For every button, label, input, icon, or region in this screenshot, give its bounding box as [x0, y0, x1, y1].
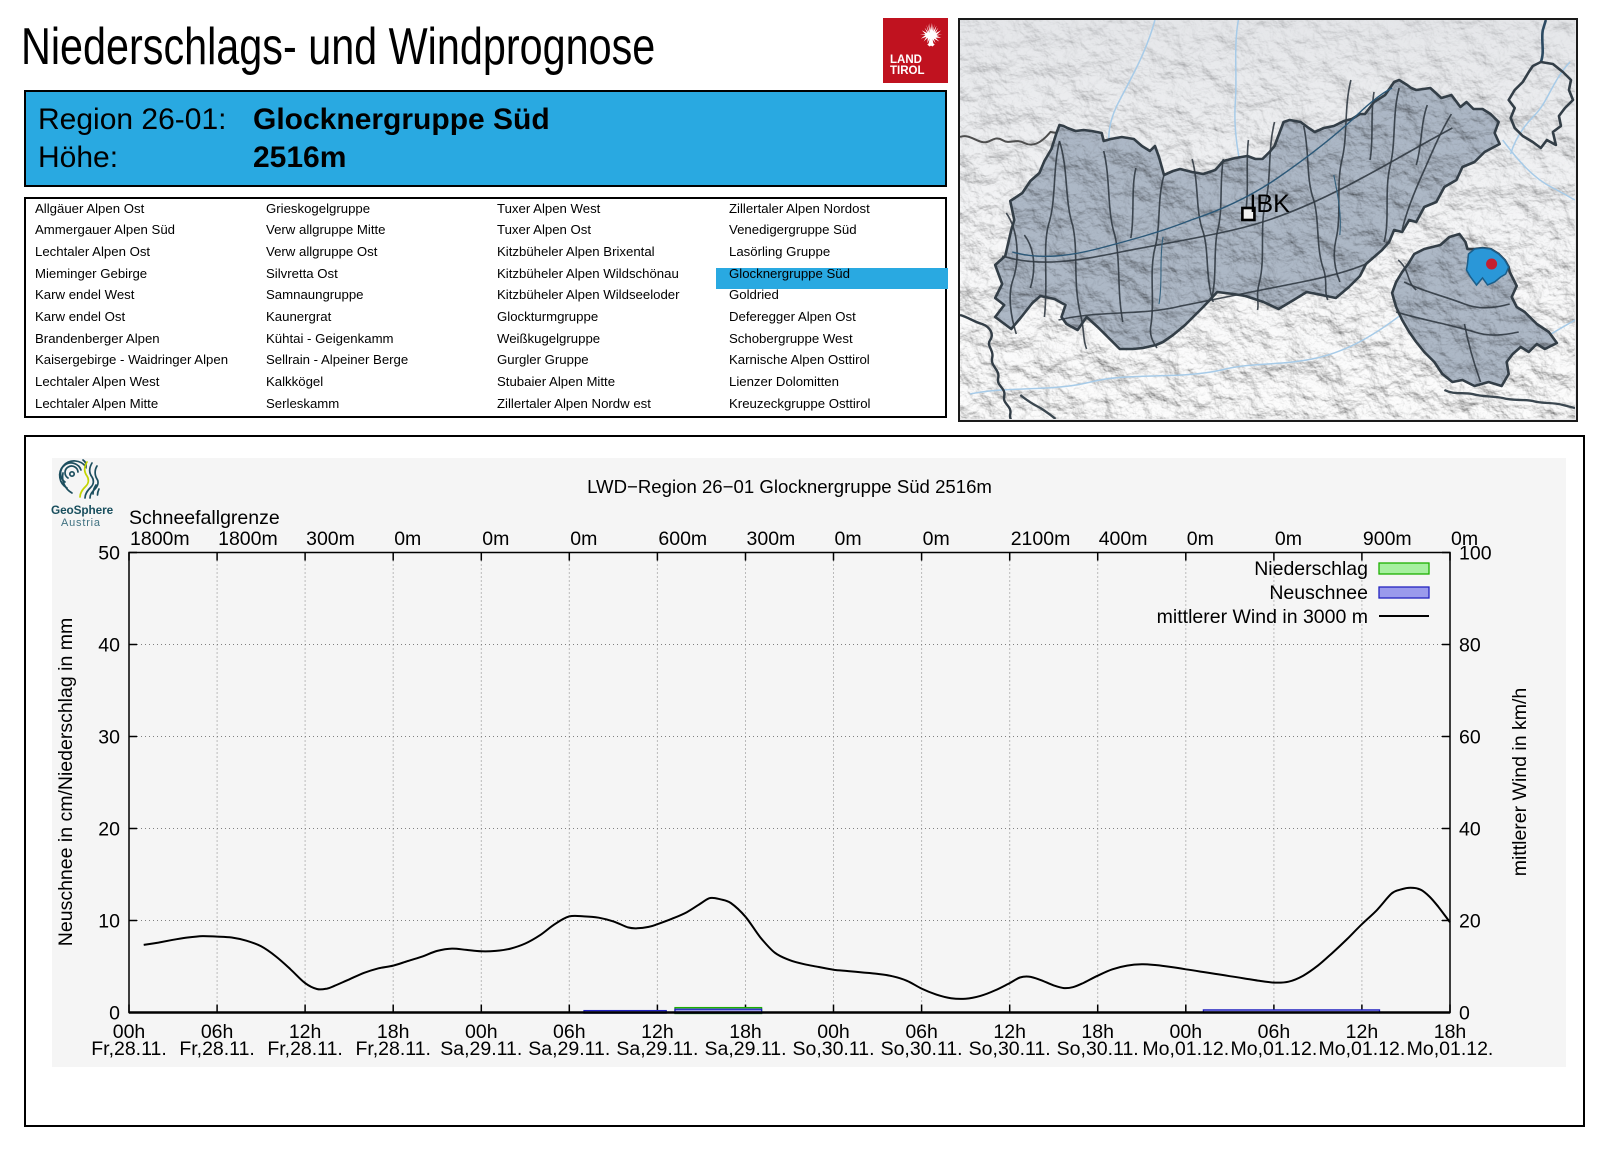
svg-text:So,30.11.: So,30.11.	[969, 1038, 1051, 1060]
svg-text:40: 40	[98, 635, 120, 657]
svg-text:Fr,28.11.: Fr,28.11.	[91, 1038, 167, 1060]
svg-text:00h: 00h	[113, 1021, 146, 1043]
svg-text:Fr,28.11.: Fr,28.11.	[179, 1038, 255, 1060]
svg-text:10: 10	[98, 911, 120, 933]
svg-text:Niederschlag: Niederschlag	[1254, 558, 1368, 580]
svg-text:06h: 06h	[905, 1021, 938, 1043]
svg-text:mittlerer Wind in km/h: mittlerer Wind in km/h	[1509, 688, 1531, 877]
svg-text:0m: 0m	[570, 528, 597, 550]
svg-text:0m: 0m	[1451, 528, 1478, 550]
svg-text:Fr,28.11.: Fr,28.11.	[267, 1038, 343, 1060]
svg-text:Austria: Austria	[61, 517, 101, 529]
svg-text:80: 80	[1459, 635, 1481, 657]
svg-text:30: 30	[98, 727, 120, 749]
svg-text:06h: 06h	[201, 1021, 234, 1043]
svg-text:Mo,01.12.: Mo,01.12.	[1319, 1038, 1406, 1060]
svg-text:Sa,29.11.: Sa,29.11.	[616, 1038, 698, 1060]
svg-text:IBK: IBK	[1249, 190, 1290, 218]
svg-text:00h: 00h	[817, 1021, 850, 1043]
svg-text:300m: 300m	[747, 528, 796, 550]
svg-text:2100m: 2100m	[1011, 528, 1071, 550]
svg-text:So,30.11.: So,30.11.	[792, 1038, 874, 1060]
svg-text:00h: 00h	[465, 1021, 498, 1043]
svg-text:Neuschnee in cm/Niederschlag i: Neuschnee in cm/Niederschlag in mm	[55, 618, 77, 946]
svg-text:Mo,01.12.: Mo,01.12.	[1142, 1038, 1229, 1060]
svg-text:Schneefallgrenze: Schneefallgrenze	[129, 507, 280, 529]
svg-text:0m: 0m	[1187, 528, 1214, 550]
svg-text:Fr,28.11.: Fr,28.11.	[355, 1038, 431, 1060]
svg-text:12h: 12h	[993, 1021, 1026, 1043]
svg-text:18h: 18h	[729, 1021, 762, 1043]
svg-text:0m: 0m	[1275, 528, 1302, 550]
svg-text:0m: 0m	[394, 528, 421, 550]
svg-text:50: 50	[98, 543, 120, 565]
svg-text:12h: 12h	[641, 1021, 674, 1043]
svg-text:600m: 600m	[658, 528, 707, 550]
svg-text:12h: 12h	[289, 1021, 322, 1043]
svg-text:So,30.11.: So,30.11.	[1057, 1038, 1139, 1060]
svg-text:1800m: 1800m	[130, 528, 190, 550]
svg-text:0: 0	[1459, 1003, 1470, 1025]
svg-text:300m: 300m	[306, 528, 355, 550]
svg-text:40: 40	[1459, 819, 1481, 841]
svg-text:0: 0	[109, 1003, 120, 1025]
svg-text:12h: 12h	[1346, 1021, 1379, 1043]
svg-text:Sa,29.11.: Sa,29.11.	[528, 1038, 610, 1060]
svg-text:0m: 0m	[923, 528, 950, 550]
svg-text:400m: 400m	[1099, 528, 1148, 550]
svg-text:LWD−Region 26−01 Glocknergrupp: LWD−Region 26−01 Glocknergruppe Süd 2516…	[587, 476, 992, 497]
svg-text:Sa,29.11.: Sa,29.11.	[440, 1038, 522, 1060]
svg-text:Mo,01.12.: Mo,01.12.	[1231, 1038, 1318, 1060]
svg-text:100: 100	[1459, 543, 1492, 565]
svg-text:20: 20	[1459, 911, 1481, 933]
svg-text:Neuschnee: Neuschnee	[1269, 582, 1368, 604]
svg-text:06h: 06h	[1258, 1021, 1291, 1043]
svg-text:So,30.11.: So,30.11.	[881, 1038, 963, 1060]
svg-text:18h: 18h	[377, 1021, 410, 1043]
svg-text:20: 20	[98, 819, 120, 841]
svg-text:18h: 18h	[1081, 1021, 1114, 1043]
svg-text:Sa,29.11.: Sa,29.11.	[704, 1038, 786, 1060]
svg-text:0m: 0m	[835, 528, 862, 550]
svg-text:06h: 06h	[553, 1021, 586, 1043]
svg-text:0m: 0m	[482, 528, 509, 550]
svg-text:TIROL: TIROL	[890, 65, 925, 77]
svg-text:00h: 00h	[1170, 1021, 1203, 1043]
svg-text:Mo,01.12.: Mo,01.12.	[1407, 1038, 1494, 1060]
svg-text:900m: 900m	[1363, 528, 1412, 550]
svg-text:LAND: LAND	[890, 54, 922, 66]
svg-text:60: 60	[1459, 727, 1481, 749]
svg-text:18h: 18h	[1434, 1021, 1467, 1043]
svg-text:1800m: 1800m	[218, 528, 278, 550]
svg-text:GeoSphere: GeoSphere	[51, 503, 114, 517]
svg-text:mittlerer Wind in 3000 m: mittlerer Wind in 3000 m	[1157, 606, 1368, 628]
